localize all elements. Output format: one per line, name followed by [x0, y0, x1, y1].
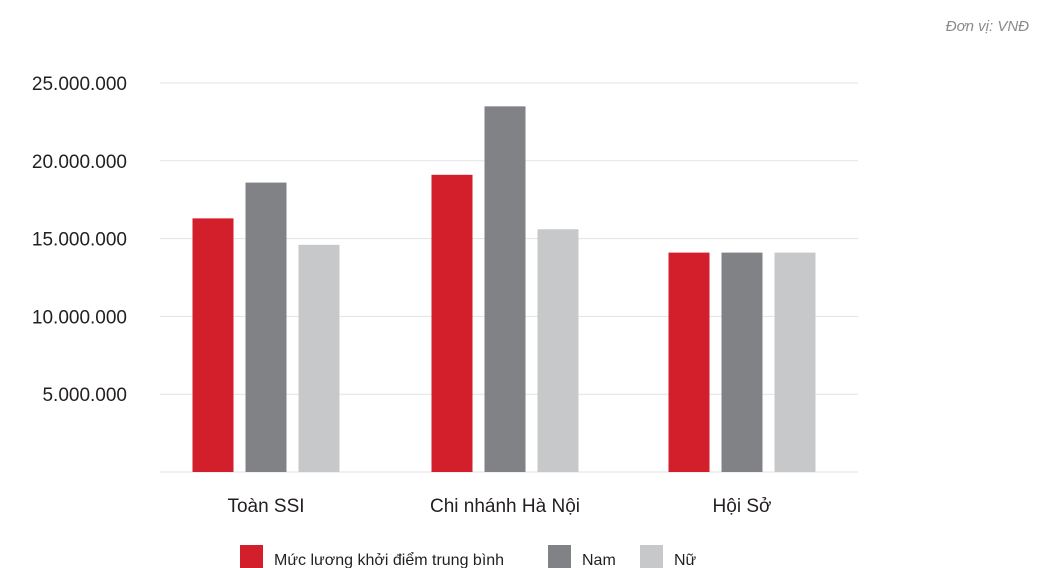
x-category-label: Chi nhánh Hà Nội — [430, 496, 580, 517]
bar — [298, 244, 340, 472]
bar — [484, 106, 526, 472]
x-category-label: Toàn SSI — [227, 496, 304, 517]
legend-label: Nữ — [674, 552, 697, 568]
y-tick-label: 20.000.000 — [32, 152, 127, 173]
bars — [192, 106, 816, 473]
x-category-label: Hội Sở — [713, 496, 772, 517]
y-axis-ticks: 5.000.000 10.000.000 15.000.000 20.000.000 2… — [32, 74, 127, 406]
bar — [245, 182, 287, 473]
y-tick-label: 15.000.000 — [32, 230, 127, 251]
legend-swatch — [640, 545, 663, 568]
legend-swatch — [240, 545, 263, 568]
bar — [192, 218, 234, 472]
bar — [537, 229, 579, 472]
bar — [668, 252, 710, 472]
y-tick-label: 5.000.000 — [42, 385, 127, 406]
bar — [774, 252, 816, 472]
legend-label: Nam — [582, 552, 616, 568]
y-tick-label: 10.000.000 — [32, 307, 127, 328]
legend-swatch — [548, 545, 571, 568]
unit-label: Đơn vị: VNĐ — [945, 18, 1029, 35]
bar — [431, 174, 473, 472]
y-tick-label: 25.000.000 — [32, 74, 127, 95]
x-axis-categories: Toàn SSI Chi nhánh Hà Nội Hội Sở — [227, 496, 771, 517]
legend: Mức lương khởi điểm trung bình Nam Nữ — [240, 545, 697, 568]
legend-label: Mức lương khởi điểm trung bình — [274, 551, 504, 568]
bar — [721, 252, 763, 472]
